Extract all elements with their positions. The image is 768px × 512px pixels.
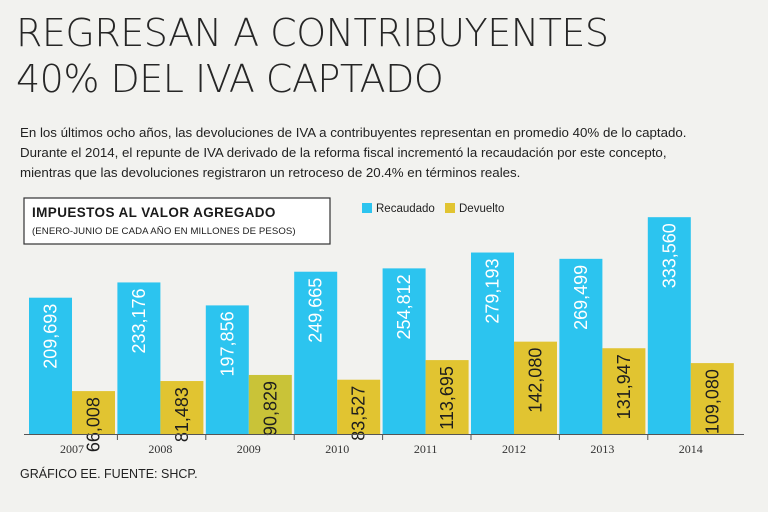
x-tick-label-2011: 2011 <box>414 442 438 456</box>
x-tick-label-2012: 2012 <box>502 442 526 456</box>
data-label-devuelto-2007: 66,008 <box>84 397 104 452</box>
bar-devuelto-2014 <box>690 363 734 434</box>
bar-recaudado-2008 <box>117 282 161 434</box>
source-note: GRÁFICO EE. FUENTE: SHCP. <box>20 467 198 481</box>
chart-subtitle: (ENERO-JUNIO DE CADA AÑO EN MILLONES DE … <box>32 226 296 237</box>
data-label-devuelto-2014: 109,080 <box>702 369 722 434</box>
data-label-devuelto-2009: 90,829 <box>260 381 280 436</box>
page-title: REGRESAN A CONTRIBUYENTES 40% DEL IVA CA… <box>16 10 756 102</box>
bar-devuelto-2009 <box>248 374 292 434</box>
bar-recaudado-2010 <box>294 271 338 434</box>
intro-line-3: mientras que las devoluciones registraro… <box>20 165 521 180</box>
legend-label-recaudado: Recaudado <box>376 203 435 215</box>
bar-recaudado-2007 <box>29 297 72 434</box>
x-tick-label-2013: 2013 <box>590 442 614 456</box>
data-label-devuelto-2012: 142,080 <box>526 348 546 413</box>
intro-text: En los últimos ocho años, las devolucion… <box>20 123 760 183</box>
bar-devuelto-2013 <box>602 348 646 434</box>
bar-recaudado-2011 <box>382 268 426 434</box>
data-label-recaudado-2008: 233,176 <box>129 288 149 353</box>
data-label-recaudado-2014: 333,560 <box>659 223 679 288</box>
legend-swatch-recaudado <box>362 203 372 213</box>
chart-title: IMPUESTOS AL VALOR AGREGADO <box>32 205 276 220</box>
x-tick-label-2007: 2007 <box>60 442 84 456</box>
legend-swatch-devuelto <box>445 203 455 213</box>
chart-header: IMPUESTOS AL VALOR AGREGADO (ENERO-JUNIO… <box>23 197 331 245</box>
bar-devuelto-2008 <box>160 381 204 434</box>
title-line-1: REGRESAN A CONTRIBUYENTES <box>16 11 609 55</box>
chart-legend: Recaudado Devuelto <box>362 203 504 215</box>
bar-recaudado-2012 <box>471 252 514 434</box>
bar-devuelto-2011 <box>425 360 469 434</box>
data-label-recaudado-2012: 279,193 <box>483 259 503 324</box>
chart-title-box <box>23 197 331 245</box>
data-label-devuelto-2010: 83,527 <box>349 386 369 441</box>
title-line-2: 40% DEL IVA CAPTADO <box>16 57 444 101</box>
bar-devuelto-2007 <box>72 391 115 434</box>
data-label-recaudado-2010: 249,665 <box>306 278 326 343</box>
bar-recaudado-2013 <box>559 258 603 434</box>
data-label-devuelto-2013: 131,947 <box>614 354 634 419</box>
bar-devuelto-2012 <box>514 341 557 434</box>
x-tick-label-2014: 2014 <box>679 442 703 456</box>
bar-recaudado-2014 <box>647 217 691 434</box>
bar-devuelto-2010 <box>337 379 381 434</box>
data-label-recaudado-2007: 209,693 <box>41 304 61 369</box>
intro-line-1: En los últimos ocho años, las devolucion… <box>20 125 687 140</box>
data-label-recaudado-2011: 254,812 <box>394 274 414 339</box>
data-label-devuelto-2008: 81,483 <box>172 387 192 442</box>
x-tick-label-2008: 2008 <box>148 442 172 456</box>
data-label-recaudado-2013: 269,499 <box>571 265 591 330</box>
x-tick-label-2009: 2009 <box>237 442 261 456</box>
data-label-devuelto-2011: 113,695 <box>437 366 457 430</box>
x-tick-label-2010: 2010 <box>325 442 349 456</box>
bar-recaudado-2009 <box>205 305 249 434</box>
intro-line-2: Durante el 2014, el repunte de IVA deriv… <box>20 145 667 160</box>
legend-label-devuelto: Devuelto <box>459 203 504 215</box>
data-label-recaudado-2009: 197,856 <box>217 311 237 376</box>
